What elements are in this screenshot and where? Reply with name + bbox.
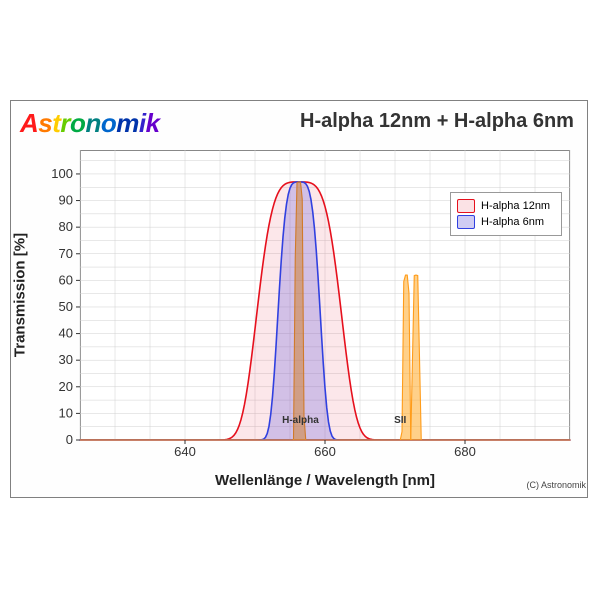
copyright-text: (C) Astronomik: [526, 480, 586, 490]
legend: H-alpha 12nm H-alpha 6nm: [450, 192, 562, 236]
legend-swatch: [457, 199, 475, 213]
svg-text:90: 90: [59, 193, 73, 208]
legend-entry: H-alpha 12nm: [457, 199, 555, 213]
svg-text:660: 660: [314, 444, 336, 459]
x-axis-label: Wellenlänge / Wavelength [nm]: [215, 472, 435, 489]
svg-text:30: 30: [59, 352, 73, 367]
y-axis-label: Transmission [%]: [12, 233, 29, 357]
svg-text:80: 80: [59, 219, 73, 234]
legend-label: H-alpha 6nm: [481, 216, 544, 228]
legend-label: H-alpha 12nm: [481, 200, 550, 212]
svg-text:20: 20: [59, 379, 73, 394]
legend-entry: H-alpha 6nm: [457, 215, 555, 229]
svg-text:10: 10: [59, 405, 73, 420]
chart-title: H-alpha 12nm + H-alpha 6nm: [300, 110, 574, 133]
peak-label: SII: [394, 415, 406, 426]
svg-text:70: 70: [59, 246, 73, 261]
legend-swatch: [457, 215, 475, 229]
svg-text:50: 50: [59, 299, 73, 314]
peak-label: H-alpha: [282, 415, 319, 426]
svg-text:40: 40: [59, 326, 73, 341]
astronomik-logo: Astronomik: [20, 108, 160, 139]
svg-text:0: 0: [66, 432, 73, 447]
svg-text:100: 100: [51, 166, 73, 181]
svg-text:640: 640: [174, 444, 196, 459]
svg-text:680: 680: [454, 444, 476, 459]
svg-text:60: 60: [59, 272, 73, 287]
